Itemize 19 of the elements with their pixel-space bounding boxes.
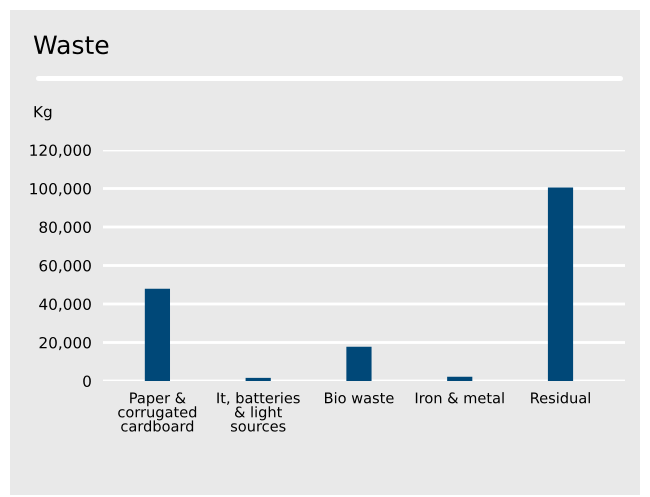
bar (346, 346, 372, 381)
bar (246, 378, 271, 381)
x-tick-label: Bio waste (325, 392, 394, 404)
y-tick-label: 20,000 (40, 336, 91, 350)
bar (447, 376, 472, 381)
bar (548, 188, 574, 381)
y-tick-label: 40,000 (39, 298, 91, 312)
y-axis-title: Kg (34, 106, 52, 120)
y-tick-label: 100,000 (30, 182, 91, 196)
y-tick-label: 80,000 (39, 221, 91, 235)
y-tick-label: 0 (83, 375, 91, 388)
bar (144, 288, 170, 381)
y-tick-label: 60,000 (40, 260, 91, 274)
x-tick-label: Residual (531, 392, 590, 404)
chart-title: Waste (34, 36, 108, 54)
y-tick-label: 120,000 (30, 144, 91, 158)
x-tick-label: It, batteries & light sources (217, 392, 300, 432)
x-tick-label: Paper & corrugated cardboard (118, 392, 196, 432)
x-tick-label: Iron & metal (416, 392, 504, 404)
